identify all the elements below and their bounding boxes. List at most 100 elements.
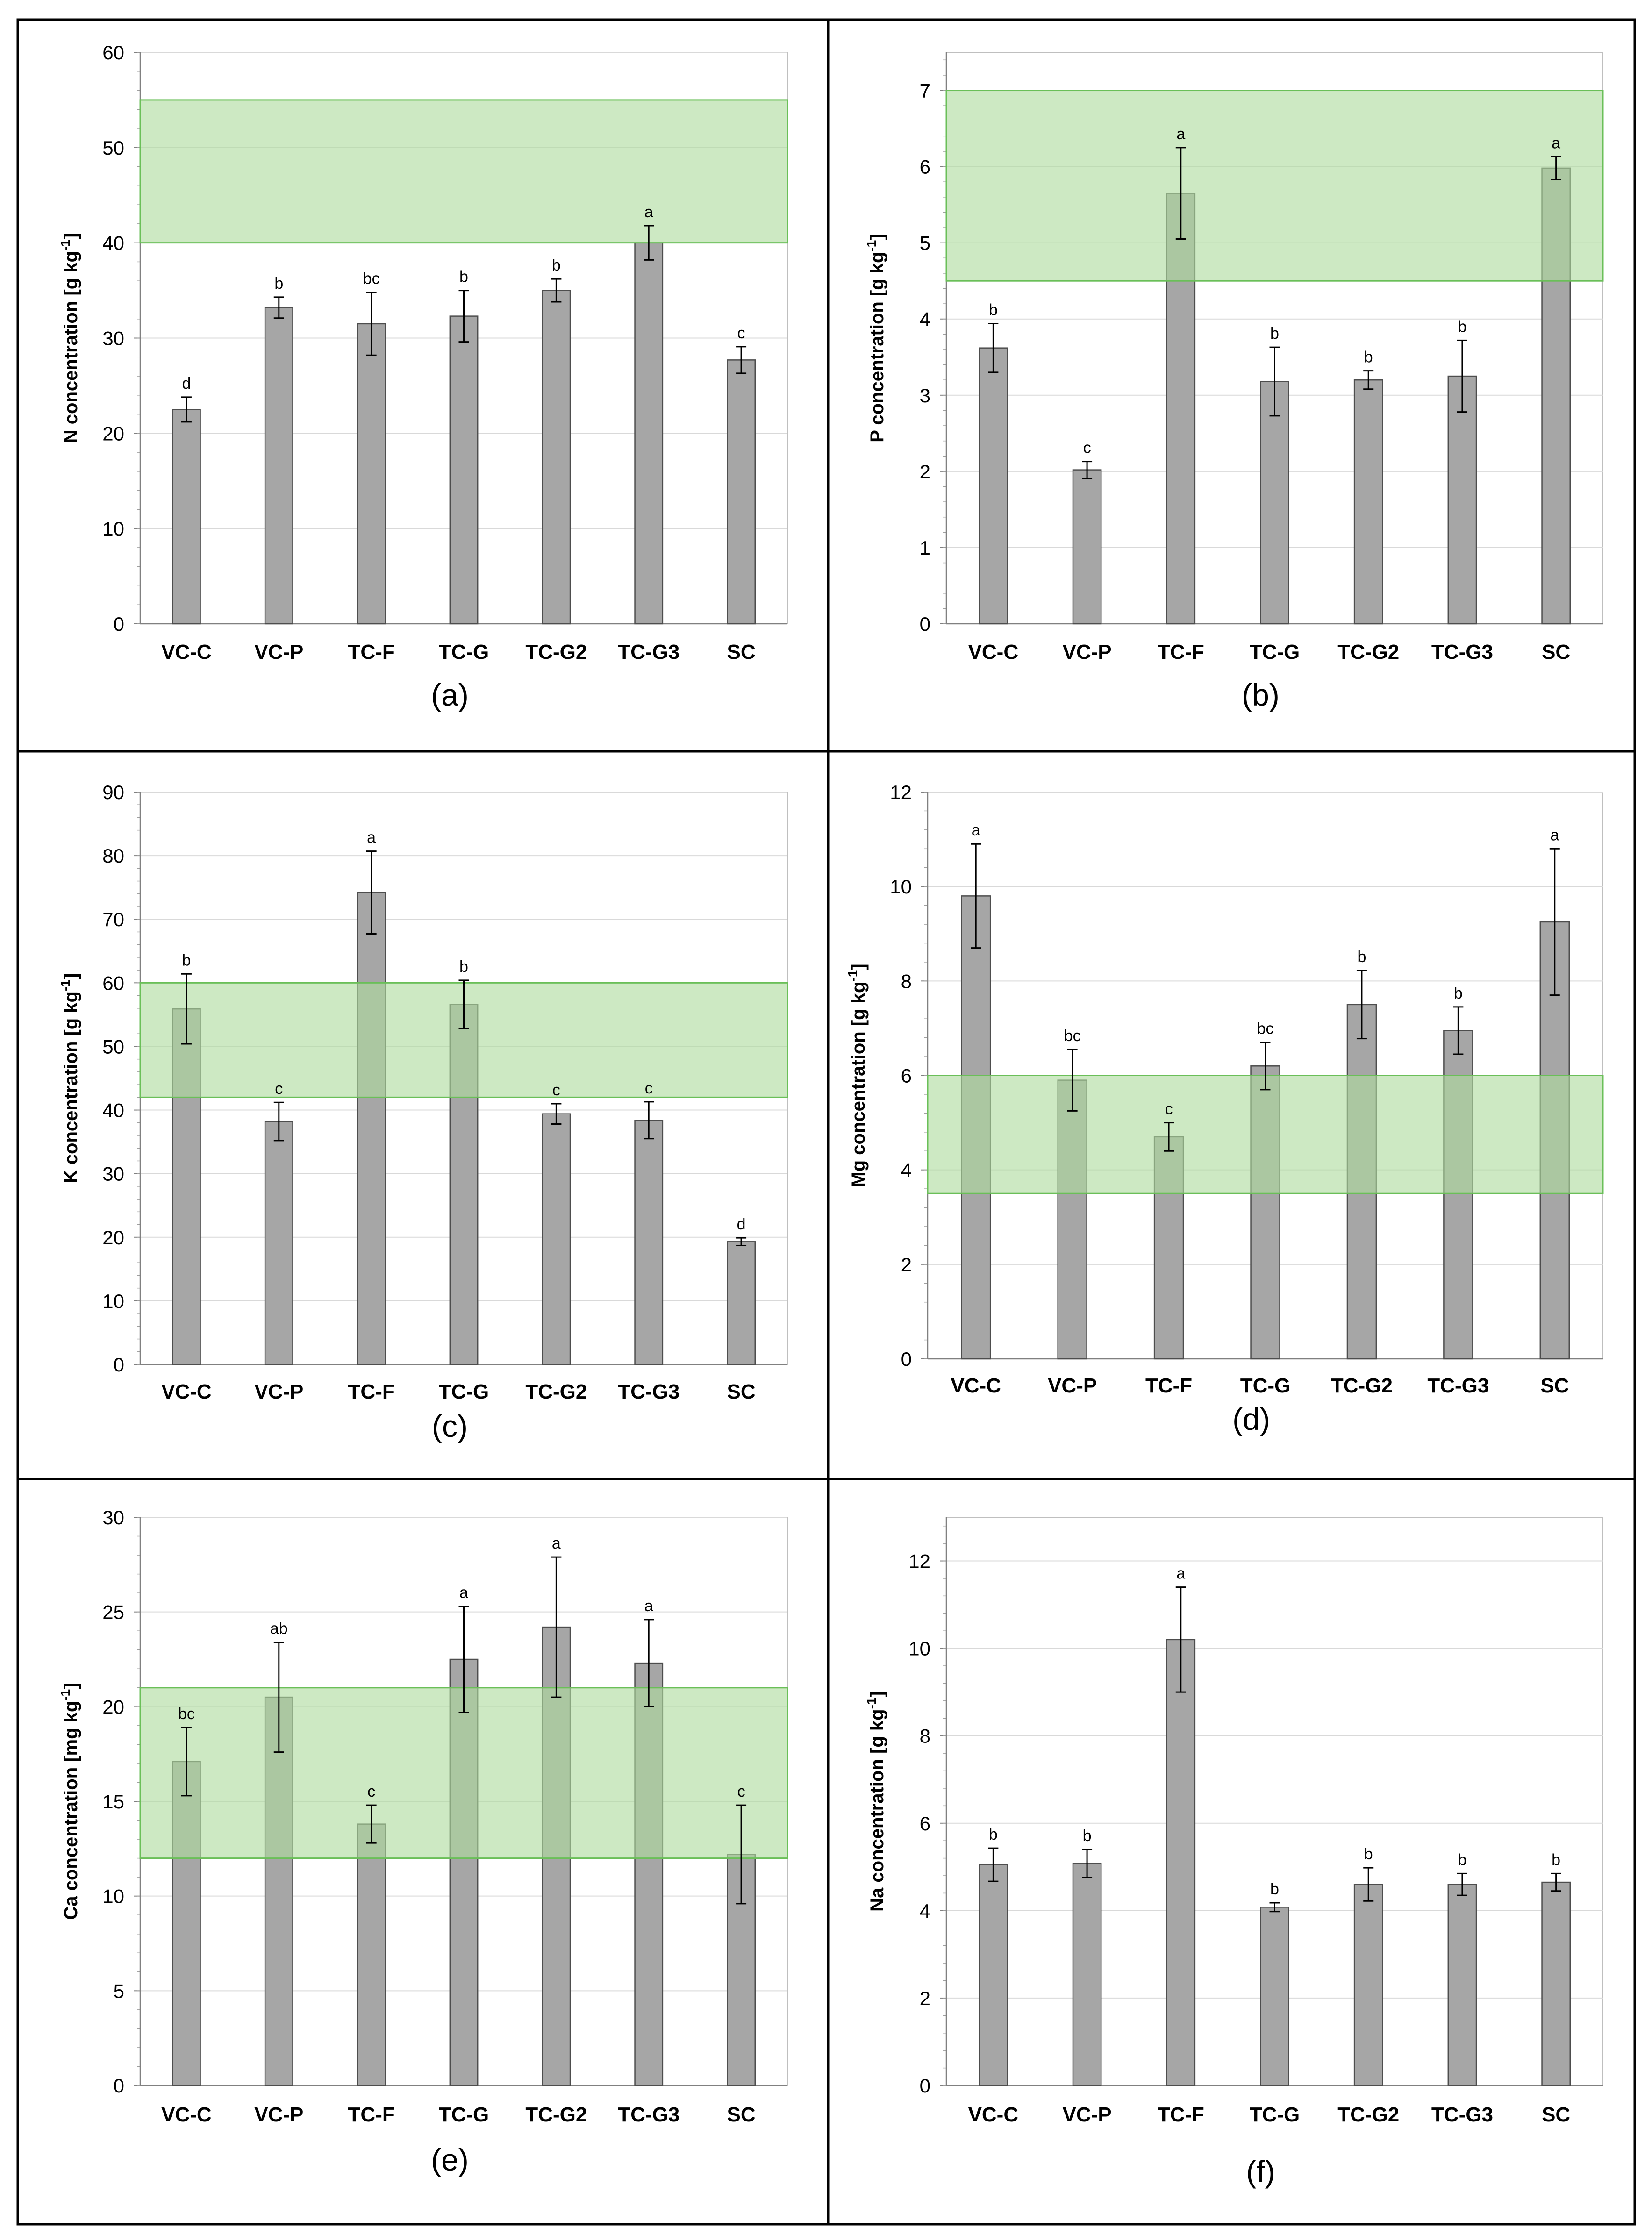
significance-letter: c: [737, 1783, 745, 1800]
significance-letter: b: [459, 958, 468, 976]
y-tick-label: 4: [901, 1159, 912, 1181]
error-bar: [1363, 370, 1374, 390]
error-bar: [551, 1556, 562, 1698]
y-tick-label: 70: [102, 908, 124, 930]
bar-vc-c: [979, 1864, 1008, 2086]
panel-label: (f): [1246, 2154, 1275, 2189]
bar-tc-g3: [634, 242, 664, 625]
error-bar: [181, 973, 192, 1045]
category-label: VC-C: [161, 641, 212, 664]
error-bar: [1175, 147, 1186, 240]
category-label: TC-G: [439, 641, 489, 664]
category-label: SC: [727, 641, 756, 664]
y-tick-label: 60: [102, 972, 124, 994]
significance-letter: c: [275, 1080, 283, 1098]
category-label: TC-G3: [618, 641, 679, 664]
category-label: SC: [727, 1380, 756, 1403]
significance-letter: b: [459, 268, 468, 286]
y-axis-title: Na concentration [g kg-1]: [864, 1691, 887, 1912]
category-label: VC-P: [254, 1380, 303, 1403]
significance-letter: b: [1458, 318, 1466, 336]
bar-tc-g2: [542, 1113, 571, 1365]
error-bar: [736, 1804, 747, 1905]
y-axis-title-end: ]: [867, 234, 887, 240]
y-tick-label: 2: [920, 461, 930, 483]
y-axis-title-main: P concentration [g kg: [867, 252, 887, 443]
error-bar: [644, 225, 654, 261]
y-axis-title: N concentration [g kg-1]: [58, 233, 81, 443]
category-label: VC-C: [161, 2103, 212, 2126]
error-bar: [736, 1237, 747, 1246]
significance-letter: c: [645, 1079, 653, 1097]
category-label: TC-G2: [1337, 641, 1399, 664]
y-axis-title-main: N concentration [g kg: [61, 251, 81, 443]
category-label: TC-F: [348, 641, 395, 664]
y-tick-label: 50: [102, 1035, 124, 1057]
error-bar: [1363, 1867, 1374, 1902]
chart-panel-4: 0 2 4 6 8 10 12 a bc c bc b b a VC-C VC-P TC-F TC-G TC-G2 T…: [845, 781, 1604, 1436]
bar-tc-f: [357, 892, 386, 1365]
chart-panel-1: 0 10 20 30 40 50 60 d b bc b b a c VC-C VC-P TC-F TC-G TC-…: [58, 42, 788, 712]
y-tick-label: 0: [920, 613, 930, 635]
significance-letter: c: [552, 1081, 560, 1099]
significance-letter: a: [367, 829, 376, 847]
optimum-range-band: [927, 1075, 1604, 1194]
significance-letter: c: [1083, 439, 1091, 457]
error-bar: [1269, 1902, 1280, 1913]
y-tick-label: 4: [920, 1900, 930, 1922]
error-bar: [1175, 1586, 1186, 1693]
error-bar: [1067, 1049, 1078, 1112]
category-label: TC-G: [1240, 1374, 1291, 1397]
significance-letter: d: [182, 375, 191, 393]
y-tick-label: 90: [102, 781, 124, 803]
y-axis-title: K concentration [g kg-1]: [58, 973, 81, 1183]
significance-letter: bc: [363, 270, 380, 288]
y-tick-label: 2: [901, 1254, 912, 1276]
category-label: TC-G3: [1431, 641, 1493, 664]
significance-letter: a: [1176, 1565, 1185, 1583]
bar-tc-g3: [634, 1120, 664, 1365]
error-bar: [458, 290, 469, 343]
y-tick-label: 0: [920, 2075, 930, 2097]
panel-label: (b): [1242, 678, 1280, 712]
bar-tc-f: [357, 323, 386, 625]
bar-tc-g: [1260, 381, 1289, 625]
category-label: VC-P: [1063, 2103, 1112, 2126]
category-label: VC-C: [968, 641, 1019, 664]
y-tick-label: 3: [920, 385, 930, 407]
bar-tc-g2: [542, 290, 571, 625]
y-tick-label: 7: [920, 80, 930, 102]
category-label: SC: [1542, 2103, 1570, 2126]
category-label: TC-G2: [525, 2103, 587, 2126]
error-bar: [458, 979, 469, 1029]
significance-letter: a: [459, 1584, 468, 1602]
error-bar: [1457, 1872, 1467, 1896]
optimum-range-band: [139, 1687, 788, 1859]
bar-sc: [727, 359, 756, 625]
bar-tc-g: [1260, 1907, 1289, 2086]
y-axis-title-end: ]: [61, 233, 81, 239]
y-tick-label: 40: [102, 1100, 124, 1121]
category-label: TC-G: [1250, 641, 1300, 664]
significance-letter: c: [1165, 1100, 1173, 1118]
error-bar: [1457, 339, 1467, 413]
significance-letter: b: [1270, 325, 1279, 343]
significance-letter: b: [182, 951, 191, 969]
y-axis-title-main: K concentration [g kg: [61, 991, 81, 1183]
figure-frame: [16, 18, 1636, 2226]
bar-tc-g2: [1353, 379, 1383, 625]
bar-tc-g2: [1353, 1884, 1383, 2086]
y-tick-label: 20: [102, 1227, 124, 1249]
error-bar: [1549, 848, 1560, 996]
bar-vc-p: [264, 1121, 293, 1365]
significance-letter: b: [989, 1826, 998, 1843]
bar-vc-c: [979, 347, 1008, 625]
error-bar: [366, 850, 377, 935]
y-axis-title: Ca concentration [mg kg-1]: [58, 1683, 81, 1920]
error-bar: [1164, 1122, 1174, 1152]
panel-label: (a): [431, 678, 469, 712]
y-axis-title-end: ]: [61, 1683, 81, 1689]
significance-letter: b: [1357, 948, 1366, 966]
category-label: TC-G3: [618, 2103, 679, 2126]
chart-panel-2: 0 1 2 3 4 5 6 7 b c a b b b a VC-C VC-P TC-F TC-G TC-G2 TC-G…: [864, 52, 1604, 712]
